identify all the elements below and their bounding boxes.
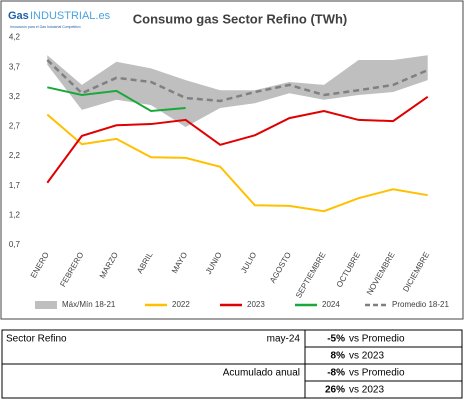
logo-name: INDUSTRIAL.es xyxy=(30,10,111,22)
table-cell: vs 2023 xyxy=(349,385,384,396)
x-tick-label: MAYO xyxy=(170,251,189,275)
y-tick-label: 2,2 xyxy=(9,151,21,160)
x-tick-label: DICIEMBRE xyxy=(401,251,431,294)
x-tick-label: OCTUBRE xyxy=(335,251,362,289)
x-tick-label: ABRIL xyxy=(135,250,155,275)
logo-tagline: Innovación para el Gas Industrial Compet… xyxy=(10,25,81,29)
y-tick-label: 4,2 xyxy=(9,33,21,42)
table-cell: 8% xyxy=(331,351,346,362)
chart-border xyxy=(0,0,464,320)
legend-label: Máx/Mín 18-21 xyxy=(62,300,116,309)
line xyxy=(46,95,429,184)
y-tick-label: 0,7 xyxy=(9,240,21,249)
table-cell: vs 2023 xyxy=(349,351,384,362)
x-tick-label: FEBRERO xyxy=(58,251,85,289)
y-tick-label: 1,7 xyxy=(9,181,21,190)
table-cell: may-24 xyxy=(267,334,301,345)
range-band xyxy=(47,55,428,128)
table-cell: -5% xyxy=(327,334,345,345)
x-tick-label: SEPTIEMBRE xyxy=(294,251,328,300)
y-tick-label: 3,7 xyxy=(9,62,21,71)
legend-label: 2024 xyxy=(322,300,340,309)
table-cell: Acumulado anual xyxy=(223,368,300,379)
legend-label: 2023 xyxy=(247,300,265,309)
summary-table: Sector Refino may-24 -5% vs Promedio 8% … xyxy=(1,329,463,399)
y-tick-label: 2,7 xyxy=(9,122,21,131)
table-cell: Sector Refino xyxy=(6,334,67,345)
table-cell: vs Promedio xyxy=(349,368,405,379)
y-tick-label: 1,2 xyxy=(9,210,21,219)
table-cell: vs Promedio xyxy=(349,334,405,345)
table-cell: -8% xyxy=(327,368,345,379)
logo-brand: Gas xyxy=(8,10,29,22)
line xyxy=(47,86,186,113)
legend-label: Promedio 18-21 xyxy=(392,300,449,309)
x-tick-label: ENERO xyxy=(29,251,51,280)
x-tick-label: AGOSTO xyxy=(268,251,293,285)
y-tick-label: 3,2 xyxy=(9,92,21,101)
x-tick-label: JUNIO xyxy=(204,251,224,276)
legend-swatch xyxy=(35,301,57,309)
legend-label: 2022 xyxy=(172,300,190,309)
chart-title: Consumo gas Sector Refino (TWh) xyxy=(133,11,348,26)
x-tick-label: JULIO xyxy=(239,251,258,275)
line xyxy=(46,113,428,213)
line xyxy=(46,59,429,103)
x-tick-label: MARZO xyxy=(98,251,120,281)
x-tick-label: NOVIEMBRE xyxy=(365,251,397,297)
table-cell: 26% xyxy=(325,385,345,396)
